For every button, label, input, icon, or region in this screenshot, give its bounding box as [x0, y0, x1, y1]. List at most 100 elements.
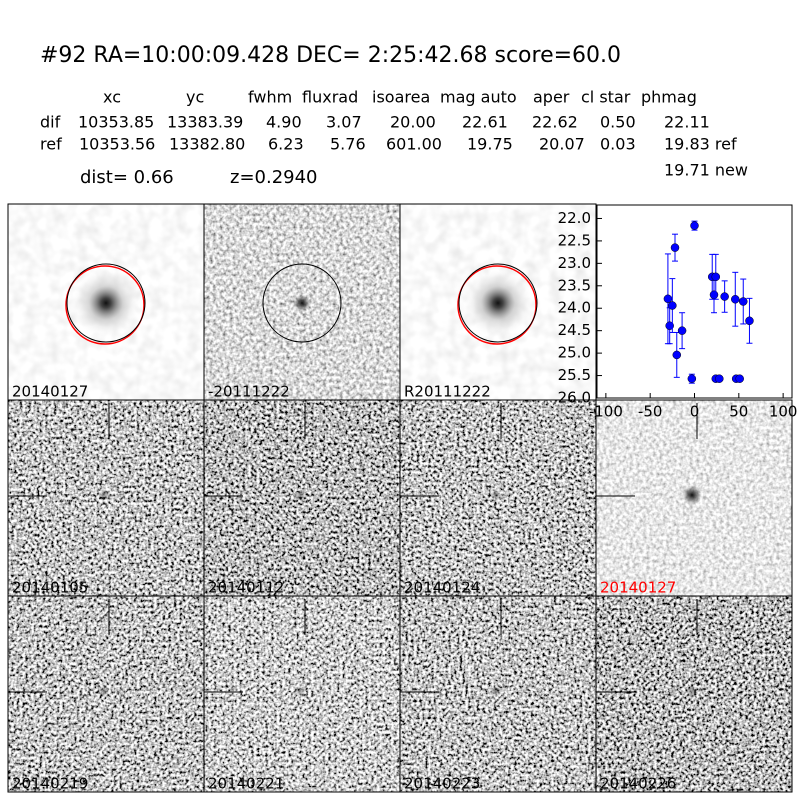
column-header: fluxrad — [302, 88, 358, 107]
cell: 10353.56 — [79, 135, 155, 154]
cell: 22.61 — [462, 113, 508, 132]
dist: dist= 0.66 — [80, 167, 174, 188]
cell: 601.00 — [386, 135, 442, 154]
panel-label: R20111222 — [404, 383, 491, 401]
y-tick-label: 26.0 — [558, 389, 591, 407]
y-tick-label: 23.0 — [558, 254, 591, 272]
image-panel: R20111222 — [399, 203, 597, 401]
source — [682, 485, 702, 505]
column-header: yc — [186, 88, 204, 107]
image-panel: 20140127 — [595, 399, 793, 597]
redshift: z=0.2940 — [230, 167, 318, 188]
cell: 19.75 — [467, 135, 513, 154]
panel-label: 20140127 — [600, 579, 676, 597]
panel-label: 20140112 — [208, 579, 284, 597]
x-tick-label: 50 — [729, 403, 748, 421]
aperture — [66, 263, 146, 343]
panel-label: 20140226 — [600, 775, 676, 793]
point — [690, 221, 699, 230]
phmag-new: 19.71 new — [664, 161, 748, 180]
column-header: mag auto — [440, 88, 517, 107]
source — [686, 685, 698, 697]
source — [98, 685, 110, 697]
source — [294, 685, 306, 697]
point — [663, 294, 673, 304]
y-tick-label: 24.0 — [558, 299, 591, 317]
image-panel: 20140221 — [203, 595, 401, 793]
y-tick-label: 25.0 — [558, 344, 591, 362]
image-panel: 20140127 — [7, 203, 205, 401]
point — [711, 272, 721, 282]
source — [490, 685, 502, 697]
point — [709, 290, 719, 300]
column-header: xc — [103, 88, 121, 107]
cell: 3.07 — [326, 113, 362, 132]
image-panel: 20140226 — [595, 595, 793, 793]
point — [735, 374, 744, 383]
panel-label: 20140124 — [404, 579, 480, 597]
x-tick-label: -100 — [589, 403, 623, 421]
point — [687, 374, 697, 383]
cell: 19.83 ref — [664, 135, 737, 154]
x-tick-label: 100 — [769, 403, 798, 421]
plot-area — [596, 204, 793, 399]
cell: 6.23 — [268, 135, 304, 154]
cell: 0.50 — [600, 113, 636, 132]
title: #92 RA=10:00:09.428 DEC= 2:25:42.68 scor… — [40, 43, 621, 68]
panel-frame — [595, 595, 793, 793]
y-tick-label: 22.5 — [558, 231, 591, 249]
source — [72, 269, 140, 337]
point — [715, 374, 724, 383]
point — [668, 301, 677, 310]
point — [745, 316, 754, 326]
y-tick-label: 23.5 — [558, 276, 591, 294]
panel-label: 20140105 — [12, 579, 88, 597]
row-label: ref — [40, 135, 62, 154]
column-header: phmag — [641, 88, 697, 107]
point — [677, 326, 687, 335]
panel-label: -20111222 — [208, 383, 290, 401]
image-panel: 20140124 — [399, 399, 597, 597]
cell: 20.07 — [539, 135, 585, 154]
column-header: cl star — [581, 88, 631, 107]
cell: 13383.39 — [167, 113, 243, 132]
image-panel: 20140112 — [203, 399, 401, 597]
image-panel: 20140223 — [399, 595, 597, 793]
aperture — [262, 263, 342, 343]
source — [294, 489, 306, 501]
panel-label: 20140223 — [404, 775, 480, 793]
panel-label: 20140221 — [208, 775, 284, 793]
panel-label: 20140127 — [12, 383, 88, 401]
source — [490, 489, 502, 501]
aperture-red — [65, 265, 145, 345]
cell: 5.76 — [330, 135, 366, 154]
cell: 0.03 — [600, 135, 636, 154]
cell: 20.00 — [390, 113, 436, 132]
cell: 13382.80 — [169, 135, 245, 154]
source — [293, 294, 311, 312]
source — [464, 269, 532, 337]
point — [665, 321, 674, 330]
y-tick-label: 24.5 — [558, 321, 591, 339]
point — [672, 350, 682, 360]
cell: 22.62 — [532, 113, 578, 132]
image-panel: -20111222 — [203, 203, 401, 401]
column-header: isoarea — [372, 88, 430, 107]
source — [98, 489, 110, 501]
y-tick-label: 25.5 — [558, 366, 591, 384]
cell: 4.90 — [266, 113, 302, 132]
image-panel: 20140219 — [7, 595, 205, 793]
point — [731, 295, 740, 304]
point — [670, 243, 680, 252]
y-tick-label: 22.0 — [558, 209, 591, 227]
aperture-red — [457, 265, 537, 345]
cell: 10353.85 — [78, 113, 154, 132]
point — [720, 292, 729, 301]
aperture — [458, 263, 538, 343]
row-label: dif — [40, 113, 61, 132]
point — [739, 297, 748, 306]
x-tick-label: -50 — [638, 403, 663, 421]
cell: 22.11 — [664, 113, 710, 132]
column-header: aper — [533, 88, 570, 107]
